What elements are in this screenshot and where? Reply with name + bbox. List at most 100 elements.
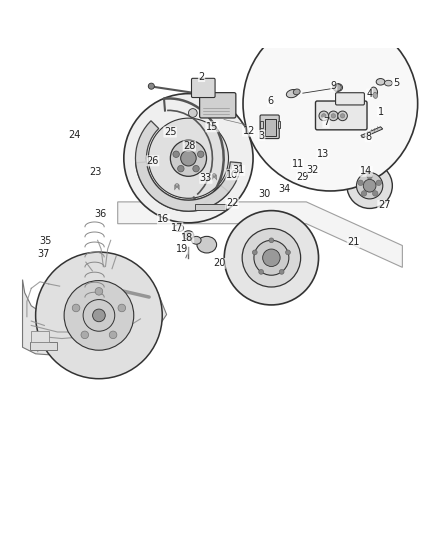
Ellipse shape <box>174 224 184 231</box>
Text: 23: 23 <box>90 167 102 177</box>
Polygon shape <box>118 202 403 268</box>
Text: 27: 27 <box>378 200 390 211</box>
Circle shape <box>243 17 418 191</box>
Circle shape <box>148 83 154 89</box>
Text: 24: 24 <box>69 130 81 140</box>
Text: 35: 35 <box>39 236 52 246</box>
Text: 12: 12 <box>243 126 255 136</box>
Text: 37: 37 <box>37 249 49 259</box>
Text: 30: 30 <box>258 189 270 199</box>
Text: 19: 19 <box>176 244 188 254</box>
Text: 2: 2 <box>198 71 205 82</box>
Text: 29: 29 <box>297 172 309 182</box>
Circle shape <box>367 173 372 179</box>
Circle shape <box>331 114 336 118</box>
Bar <box>265 119 276 135</box>
Text: 32: 32 <box>307 165 319 175</box>
Circle shape <box>193 165 199 172</box>
Circle shape <box>178 165 184 172</box>
Text: 6: 6 <box>268 96 274 107</box>
Text: 4: 4 <box>367 89 373 99</box>
Circle shape <box>319 111 328 120</box>
Text: 31: 31 <box>233 165 245 175</box>
Circle shape <box>81 331 88 338</box>
Text: 7: 7 <box>323 117 329 127</box>
Text: 3: 3 <box>259 131 265 141</box>
Ellipse shape <box>385 80 392 86</box>
Circle shape <box>263 249 280 266</box>
Text: 17: 17 <box>170 223 183 232</box>
Circle shape <box>185 142 192 149</box>
Bar <box>31 330 49 342</box>
Ellipse shape <box>333 84 343 92</box>
Circle shape <box>83 300 115 331</box>
Text: 33: 33 <box>200 173 212 183</box>
Circle shape <box>328 111 338 120</box>
Circle shape <box>148 118 229 198</box>
Text: 10: 10 <box>226 170 238 180</box>
Text: 5: 5 <box>393 78 399 88</box>
Text: 25: 25 <box>164 127 177 137</box>
Circle shape <box>181 150 196 166</box>
Circle shape <box>254 240 289 275</box>
FancyBboxPatch shape <box>200 93 236 118</box>
Circle shape <box>334 84 341 91</box>
Ellipse shape <box>373 92 378 99</box>
Ellipse shape <box>197 236 217 253</box>
Text: 8: 8 <box>365 132 371 142</box>
Circle shape <box>224 211 318 305</box>
Polygon shape <box>136 162 229 211</box>
Circle shape <box>170 140 207 176</box>
Circle shape <box>347 163 392 208</box>
Circle shape <box>372 191 378 196</box>
Ellipse shape <box>293 89 300 95</box>
Circle shape <box>259 270 264 274</box>
Polygon shape <box>22 271 166 356</box>
Circle shape <box>72 304 80 312</box>
Circle shape <box>357 173 383 199</box>
Circle shape <box>358 180 363 185</box>
Circle shape <box>64 280 134 350</box>
Circle shape <box>198 151 204 157</box>
FancyBboxPatch shape <box>260 115 279 139</box>
Circle shape <box>361 191 367 196</box>
Ellipse shape <box>186 233 191 237</box>
Circle shape <box>338 111 347 120</box>
Text: 11: 11 <box>291 159 304 169</box>
Text: 28: 28 <box>183 141 195 151</box>
Circle shape <box>118 304 126 312</box>
Ellipse shape <box>191 236 201 244</box>
Polygon shape <box>361 127 383 138</box>
Circle shape <box>279 270 284 274</box>
Circle shape <box>35 252 162 379</box>
Text: 1: 1 <box>378 107 384 117</box>
Circle shape <box>124 94 253 223</box>
Circle shape <box>188 109 197 117</box>
Text: 36: 36 <box>94 209 106 219</box>
Bar <box>30 343 57 350</box>
Text: 13: 13 <box>317 149 329 159</box>
Circle shape <box>269 238 274 243</box>
Bar <box>278 121 280 128</box>
Text: 20: 20 <box>213 259 225 269</box>
Text: 16: 16 <box>157 214 170 224</box>
Bar <box>261 121 263 128</box>
Circle shape <box>286 250 290 255</box>
FancyBboxPatch shape <box>336 93 364 105</box>
Circle shape <box>173 151 180 157</box>
Circle shape <box>363 180 376 192</box>
Text: 9: 9 <box>331 81 337 91</box>
Circle shape <box>321 114 326 118</box>
Circle shape <box>252 250 257 255</box>
Ellipse shape <box>376 78 385 85</box>
Ellipse shape <box>371 87 378 96</box>
Circle shape <box>95 287 103 295</box>
Bar <box>195 204 226 210</box>
Text: 14: 14 <box>360 166 372 176</box>
Ellipse shape <box>286 90 298 98</box>
FancyBboxPatch shape <box>315 101 367 130</box>
Text: 22: 22 <box>226 198 238 208</box>
Circle shape <box>242 229 300 287</box>
Circle shape <box>109 331 117 338</box>
Circle shape <box>92 309 105 322</box>
